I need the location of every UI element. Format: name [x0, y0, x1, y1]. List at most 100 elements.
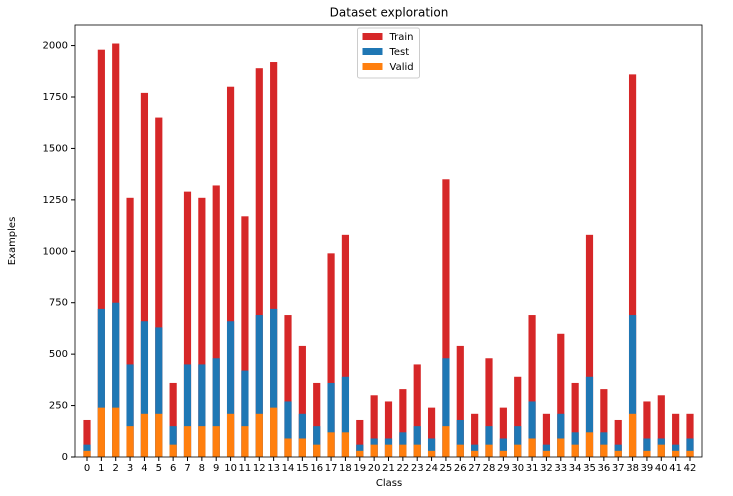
x-tick-label: 29 [497, 463, 510, 474]
bar [585, 234, 594, 457]
bar [298, 438, 306, 457]
bar [327, 432, 335, 457]
bar [542, 444, 551, 457]
x-tick-label: 13 [267, 463, 280, 474]
bar [140, 321, 149, 457]
bar [657, 444, 665, 457]
bar [270, 407, 278, 457]
x-axis-label: Class [376, 478, 402, 489]
bar [241, 216, 249, 457]
bar [341, 432, 350, 457]
bar [514, 376, 522, 457]
x-tick-label: 20 [368, 463, 381, 474]
bar [614, 444, 622, 457]
bar [456, 345, 464, 457]
legend-label: Valid [390, 62, 414, 73]
legend-swatch [362, 33, 383, 40]
bar [485, 426, 493, 457]
bar [112, 302, 120, 457]
bar [198, 426, 206, 457]
y-tick-label: 750 [49, 298, 68, 309]
bar [198, 364, 206, 457]
x-tick-label: 9 [213, 463, 219, 474]
legend-swatch [362, 48, 383, 55]
bar [284, 315, 292, 457]
x-tick-label: 39 [641, 463, 654, 474]
x-tick-label: 8 [199, 463, 205, 474]
bar [643, 401, 651, 457]
bar [112, 43, 120, 458]
bar [628, 315, 637, 457]
bar [183, 191, 192, 457]
x-tick-label: 26 [454, 463, 467, 474]
bar [140, 413, 149, 457]
bar [284, 401, 292, 457]
x-tick-label: 14 [282, 463, 295, 474]
x-tick-label: 21 [382, 463, 395, 474]
x-tick-label: 7 [184, 463, 190, 474]
x-tick-label: 19 [353, 463, 366, 474]
legend-swatch [362, 63, 383, 70]
bar [413, 426, 421, 457]
bar [499, 438, 507, 457]
bar [169, 382, 177, 457]
bar [471, 450, 479, 457]
y-tick-label: 0 [62, 452, 68, 463]
bar [97, 49, 105, 457]
bar [140, 92, 149, 457]
x-tick-label: 2 [113, 463, 119, 474]
x-tick-label: 0 [84, 463, 90, 474]
legend-label: Train [389, 32, 414, 43]
bar [226, 321, 235, 457]
x-tick-label: 35 [583, 463, 596, 474]
bar [614, 419, 622, 457]
x-tick-label: 22 [396, 463, 409, 474]
bar [183, 426, 192, 457]
bar [226, 86, 235, 457]
x-tick-label: 42 [684, 463, 697, 474]
bar [97, 308, 105, 457]
x-tick-label: 33 [554, 463, 567, 474]
bar [485, 358, 493, 457]
bar [327, 382, 335, 457]
bar [542, 413, 551, 457]
bar [413, 444, 421, 457]
bar [427, 450, 436, 457]
x-tick-label: 1 [98, 463, 104, 474]
y-tick-label: 2000 [43, 41, 68, 52]
bar [155, 413, 163, 457]
bar [672, 450, 680, 457]
bar [528, 401, 536, 457]
y-tick-label: 500 [49, 349, 68, 360]
bar [255, 68, 263, 457]
x-tick-label: 34 [569, 463, 582, 474]
x-tick-label: 16 [310, 463, 323, 474]
x-tick-label: 25 [440, 463, 453, 474]
bar [557, 413, 565, 457]
y-tick-label: 250 [49, 401, 68, 412]
bar [341, 234, 350, 457]
bar [155, 117, 163, 458]
plot-frame [74, 24, 703, 458]
bar [212, 185, 220, 457]
bar [571, 382, 579, 457]
bar [456, 444, 464, 457]
chart-title: Dataset exploration [330, 6, 449, 20]
bar [183, 364, 192, 457]
bar [585, 432, 594, 457]
y-tick-label: 1000 [43, 246, 68, 257]
bar [370, 395, 378, 457]
bar [169, 444, 177, 457]
bar [83, 450, 91, 457]
bar [557, 333, 565, 457]
x-tick-label: 3 [127, 463, 133, 474]
bar [585, 376, 594, 457]
bar [528, 315, 536, 457]
x-tick-label: 11 [239, 463, 252, 474]
x-tick-label: 31 [526, 463, 539, 474]
x-tick-label: 24 [425, 463, 438, 474]
bar [514, 444, 522, 457]
x-tick-label: 15 [296, 463, 309, 474]
bar [600, 389, 608, 457]
